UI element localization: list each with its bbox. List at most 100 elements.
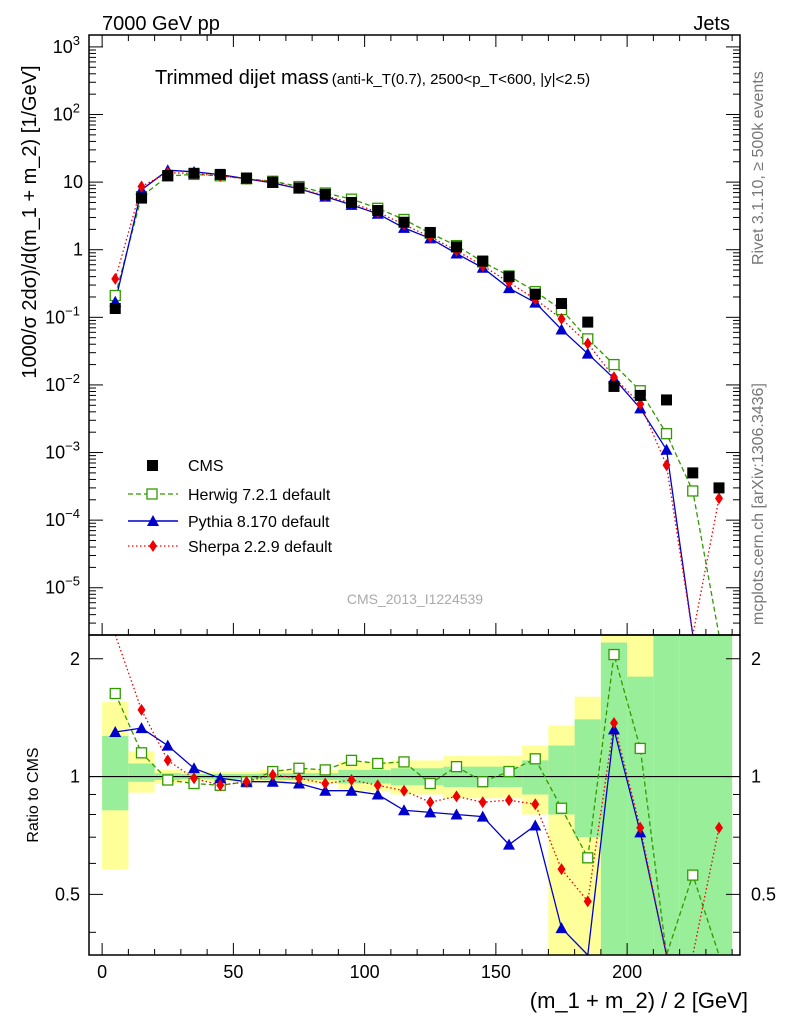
cms-point-0 [109,303,121,315]
green-band-10 [574,719,601,838]
sherpa-point-20 [636,398,645,411]
cms-point-4 [214,168,226,180]
pythia-ratio-point-11 [398,804,410,816]
pythia-ratio-point-9 [345,784,358,796]
legend-pythia-label: Pythia 8.170 default [188,514,330,531]
y-tick-exponent: −1 [65,303,80,318]
cms-point-6 [267,176,279,188]
cms-point-17 [556,298,567,310]
sherpa-ratio-point-20 [636,821,645,834]
cms-point-12 [424,226,436,238]
sherpa-ratio-point-23 [715,821,723,834]
x-tick-label-2: 100 [350,962,380,982]
y-tick-base: 10 [53,105,73,125]
ratio-tick-label-1: 1 [70,767,80,787]
cms-point-7 [293,182,305,194]
y-tick-label-4: 10−1 [45,303,80,327]
herwig-ratio-point-8 [319,764,331,776]
pythia-ratio-point-0 [109,725,122,737]
ratio-series-lines [114,635,720,955]
herwig-point-19 [608,358,620,371]
pythia-point-18 [581,347,594,359]
cms-point-5 [241,172,252,184]
y-tick-label-8: 103 [53,33,80,57]
pythia-ratio-point-16 [529,819,542,831]
y-tick-exponent: −2 [65,371,80,386]
y-tick-exponent: −5 [65,574,80,589]
herwig-ratio-point-22 [687,869,699,881]
herwig-ratio-point-19 [608,648,620,661]
herwig-ratio-point-14 [477,776,489,788]
y-tick-label-3: 10−2 [45,371,80,395]
herwig-point-21 [660,428,673,440]
herwig-ratio-point-13 [450,761,463,773]
sherpa-point-18 [583,337,592,350]
cms-point-16 [529,288,541,300]
chart-title: Trimmed dijet mass (anti-k_T(0.7), 2500<p… [155,67,590,89]
cms-point-11 [398,216,410,228]
cms-point-10 [372,205,384,217]
rivet-version-label: Rivet 3.1.10, ≥ 500k events [750,71,767,265]
y-tick-base: 10 [45,307,65,327]
sherpa-point-0 [111,272,120,285]
legend-cms-label: CMS [188,458,224,475]
x-tick-label-4: 200 [612,962,642,982]
herwig-main-line [114,173,720,636]
cms-point-14 [477,255,489,267]
sherpa-ratio-point-15 [505,794,513,807]
analysis-watermark: CMS_2013_I1224539 [347,591,483,607]
cms-point-20 [634,389,646,401]
green-band-14 [679,635,733,955]
chart-title-sub: (anti-k_T(0.7), 2500<p_T<600, |y|<2.5) [332,71,590,88]
sherpa-ratio-line [114,635,720,955]
pythia-point-21 [660,443,673,455]
y-tick-label-2: 10−3 [45,439,80,463]
y-tick-base: 10 [45,375,65,395]
pythia-ratio-point-13 [450,808,463,820]
cms-point-18 [582,316,594,328]
pythia-ratio-point-3 [188,762,200,774]
sherpa-point-23 [715,492,723,505]
sherpa-ratio-point-17 [557,863,566,876]
main-plot-frame [88,34,741,636]
herwig-ratio-point-10 [372,757,384,770]
legend-herwig-marker [146,488,158,500]
y-tick-base: 10 [45,578,65,598]
sherpa-ratio-point-19 [610,717,618,730]
herwig-ratio-line [114,654,720,955]
main-series-lines [114,169,720,636]
pythia-ratio-line [115,727,719,955]
cms-point-9 [346,196,357,208]
sherpa-ratio-point-16 [531,798,540,811]
herwig-point-22 [687,485,699,497]
cms-point-8 [319,188,331,200]
mcplots-label: mcplots.cern.ch [arXiv:1306.3436] [750,383,767,625]
sherpa-point-21 [662,459,671,472]
sherpa-ratio-point-3 [190,772,198,785]
x-axis-label: (m_1 + m_2) / 2 [GeV] [530,988,748,1013]
ratio-series-markers [109,648,723,934]
y-tick-exponent: −3 [65,439,80,454]
y-tick-label-7: 102 [53,101,80,125]
sherpa-ratio-point-11 [400,784,408,797]
ratio-axis-label: Ratio to CMS [25,747,42,842]
herwig-ratio-point-18 [582,852,594,864]
y-tick-label-5: 1 [73,240,83,260]
pythia-ratio-point-14 [476,810,489,822]
cms-point-15 [503,271,515,283]
herwig-ratio-point-12 [424,777,436,790]
herwig-ratio-point-9 [345,754,358,767]
y-tick-label-1: 10−4 [45,506,80,530]
pythia-ratio-point-4 [214,772,227,784]
axes-ticks: 0 50 100 150 20010−510−410−310−210−111010210… [45,33,776,982]
cms-point-22 [687,467,699,479]
cms-point-2 [162,170,174,182]
sherpa-ratio-point-12 [426,796,435,809]
herwig-ratio-point-7 [293,762,305,774]
pythia-ratio-point-17 [555,922,568,934]
cms-point-1 [136,192,147,204]
sherpa-ratio-point-10 [373,779,382,792]
cms-point-23 [713,482,725,494]
sherpa-ratio-point-9 [347,773,356,786]
